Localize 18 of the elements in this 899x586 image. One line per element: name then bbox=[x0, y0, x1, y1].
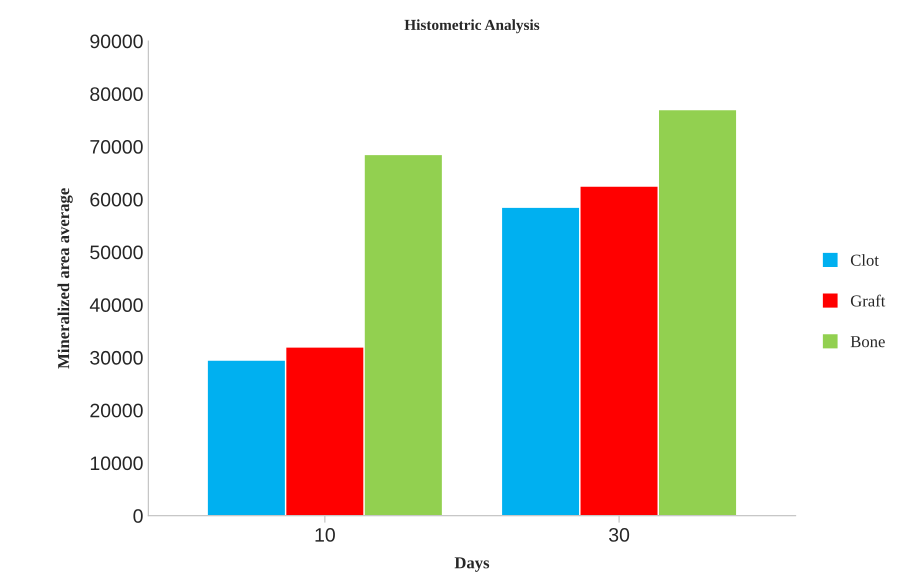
y-tick-label: 30000 bbox=[90, 350, 143, 365]
x-tick-label: 30 bbox=[609, 528, 630, 542]
y-tick-label: 60000 bbox=[90, 192, 143, 206]
x-axis-title: Days bbox=[454, 557, 490, 572]
y-tick-label: 50000 bbox=[90, 245, 143, 260]
legend-label: Clot bbox=[850, 254, 879, 266]
y-tick-label: 70000 bbox=[90, 140, 143, 154]
y-tick-label: 80000 bbox=[90, 87, 143, 101]
chart-title: Histometric Analysis bbox=[404, 19, 540, 34]
x-tick-label: 10 bbox=[316, 528, 335, 542]
y-tick-label: 0 bbox=[133, 509, 143, 523]
y-tick-label: 40000 bbox=[90, 298, 143, 312]
y-tick-label: 20000 bbox=[90, 404, 143, 418]
y-tick-label: 90000 bbox=[90, 34, 143, 48]
legend-label: Graft bbox=[850, 294, 886, 307]
legend-label: Bone bbox=[850, 336, 885, 348]
y-tick-label: 10000 bbox=[90, 456, 143, 470]
y-axis-title: Mineralized area average bbox=[58, 188, 73, 369]
